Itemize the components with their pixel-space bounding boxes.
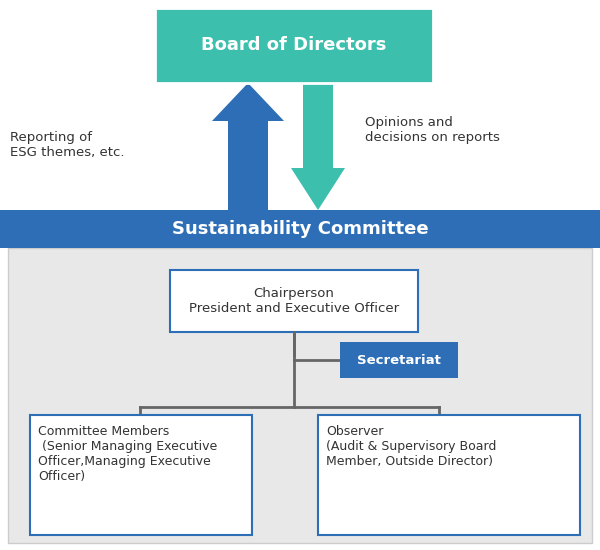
Bar [30,415,252,535]
Text: Opinions and
decisions on reports: Opinions and decisions on reports [365,116,500,144]
Text: Board of Directors: Board of Directors [202,36,386,54]
Bar [8,248,592,543]
Bar [318,415,580,535]
Text: Sustainability Committee: Sustainability Committee [172,220,428,238]
Text: Secretariat: Secretariat [357,354,441,366]
Bar [170,270,418,332]
Text: Observer
(Audit & Supervisory Board
Member, Outside Director): Observer (Audit & Supervisory Board Memb… [326,425,496,468]
Bar [155,8,433,83]
Text: Committee Members
 (Senior Managing Executive
Officer,Managing Executive
Officer: Committee Members (Senior Managing Execu… [38,425,217,483]
Text: Reporting of
ESG themes, etc.: Reporting of ESG themes, etc. [10,131,125,159]
FancyArrow shape [212,83,284,210]
Text: Chairperson
President and Executive Officer: Chairperson President and Executive Offi… [189,287,399,315]
Bar [340,342,458,378]
Bar [0,0,600,210]
Bar [0,210,600,248]
FancyArrow shape [291,83,345,210]
